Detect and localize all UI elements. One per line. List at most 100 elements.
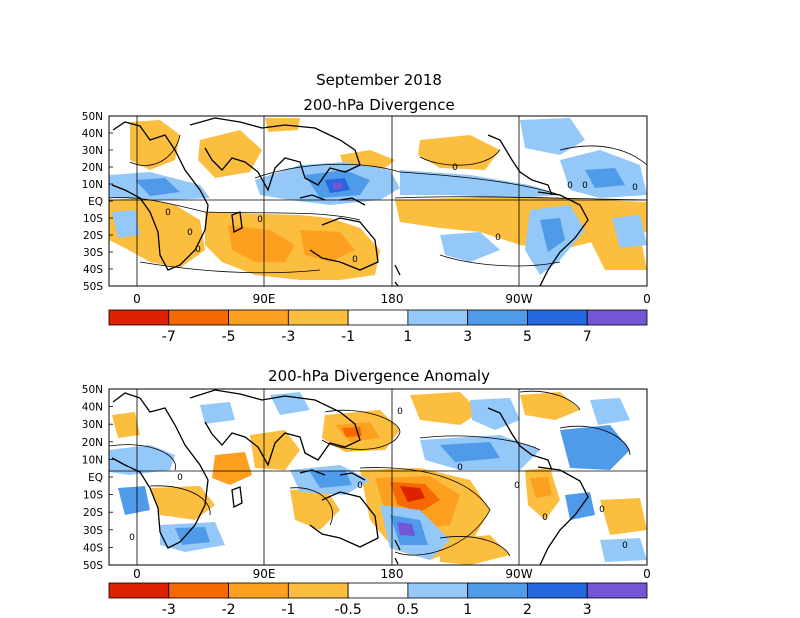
colorbar-swatch [586,582,648,599]
panel2-gridlines [109,389,647,565]
lat-tick-label: 10N [82,179,103,191]
contour-label: 0 [542,513,548,523]
lat-tick-label: 40S [83,264,103,276]
colorbar-tick-label: 1 [403,329,412,345]
lat-tick-label: EQ [88,196,103,208]
contour-label: 0 [452,163,458,173]
lat-tick-label: 20N [82,437,103,449]
panel2-title: 200-hPa Divergence Anomaly [268,367,490,385]
colorbar-tick-label: -3 [162,602,176,618]
colorbar-tick-label: 3 [583,602,592,618]
colorbar-tick-label: 5 [523,329,532,345]
colorbar-swatch [168,582,229,599]
contour-label: 0 [457,463,463,473]
panel2-lon-axis: 0 90E 180 90W 0 [133,567,651,581]
panel1-gridlines [109,116,647,286]
colorbar-tick-label: 3 [463,329,472,345]
lat-tick-label: 40N [82,128,103,140]
colorbar-swatch [228,582,289,599]
lon-tick-label: 90W [505,567,532,581]
colorbar-tick-label: -1 [281,602,295,618]
colorbar-swatch [407,582,469,599]
contour-label: 0 [495,233,501,243]
colorbar-swatch [527,582,588,599]
lat-tick-label: 50N [82,384,103,396]
contour-label: 0 [599,505,605,515]
lat-tick-label: 20N [82,162,103,174]
lon-tick-label: 90E [253,292,276,306]
lat-tick-label: 20S [83,230,103,242]
contour-label: 0 [582,181,588,191]
lat-tick-label: 10S [83,490,103,502]
panel2-contours [109,390,631,557]
contour-label: 0 [632,183,638,193]
colorbar-tick-label: -0.5 [334,602,361,618]
colorbar-swatch [527,309,588,326]
contour-label: 0 [129,533,135,543]
colorbar-swatch [407,309,469,326]
colorbar-swatch [347,582,409,599]
lon-tick-label: 90E [253,567,276,581]
panel2-coastlines [111,389,589,565]
lat-tick-label: 50N [82,111,103,123]
colorbar-tick-label: -2 [222,602,236,618]
contour-label: 0 [257,215,263,225]
lon-tick-label: 0 [643,292,651,306]
lon-tick-label: 90W [505,292,532,306]
colorbar-tick-label: -7 [162,329,176,345]
colorbar-swatch [467,309,528,326]
lat-tick-label: 50S [83,281,103,293]
colorbar-swatch [228,309,289,326]
lon-tick-label: 0 [643,567,651,581]
panel2-colorbar: -3 -2 -1 -0.5 0.5 1 2 3 [108,582,648,618]
lat-tick-label: 10S [83,213,103,225]
panel1-fields [109,118,647,280]
contour-label: 0 [195,245,201,255]
colorbar-tick-label: -5 [222,329,236,345]
lat-tick-label: 40S [83,542,103,554]
colorbar-tick-label: -1 [341,329,355,345]
colorbar-tick-label: 1 [463,602,472,618]
colorbar-swatch [287,309,349,326]
panel1-contours [109,134,647,274]
colorbar-swatch [467,582,528,599]
lat-tick-label: 10N [82,454,103,466]
lat-tick-label: 30N [82,145,103,157]
lat-tick-label: EQ [88,472,103,484]
panel1-colorbar: -7 -5 -3 -1 1 3 5 7 [108,309,648,345]
panel2-contour-labels: 0 0 0 0 0 0 0 0 0 [129,407,628,551]
colorbar-swatch [586,309,648,326]
contour-label: 0 [622,541,628,551]
colorbar-swatch [347,309,409,326]
colorbar-tick-label: 7 [583,329,592,345]
colorbar-swatch [108,582,170,599]
panel2-lat-axis: 50N 40N 30N 20N 10N EQ 10S 20S 30S 40S 50S [82,384,113,572]
colorbar-swatch [108,309,170,326]
lat-tick-label: 30N [82,419,103,431]
contour-label: 0 [397,407,403,417]
contour-label: 0 [187,228,193,238]
contour-label: 0 [357,481,363,491]
panel1-lat-axis: 50N 40N 30N 20N 10N EQ 10S 20S 30S 40S 50S [82,111,113,293]
panel2-fields [109,392,647,565]
contour-label: 0 [177,473,183,483]
main-title: September 2018 [316,71,442,89]
colorbar-tick-label: 0.5 [397,602,419,618]
colorbar-tick-label: 2 [523,602,532,618]
panel1-coastlines [111,117,589,286]
colorbar-swatch [287,582,349,599]
lat-tick-label: 30S [83,525,103,537]
lon-tick-label: 0 [133,567,141,581]
lat-tick-label: 20S [83,507,103,519]
contour-label: 0 [165,208,171,218]
contour-label: 0 [514,481,520,491]
panel1-lon-axis: 0 90E 180 90W 0 [133,292,651,306]
lon-tick-label: 180 [381,292,404,306]
contour-label: 0 [352,255,358,265]
lon-tick-label: 0 [133,292,141,306]
lat-tick-label: 40N [82,402,103,414]
